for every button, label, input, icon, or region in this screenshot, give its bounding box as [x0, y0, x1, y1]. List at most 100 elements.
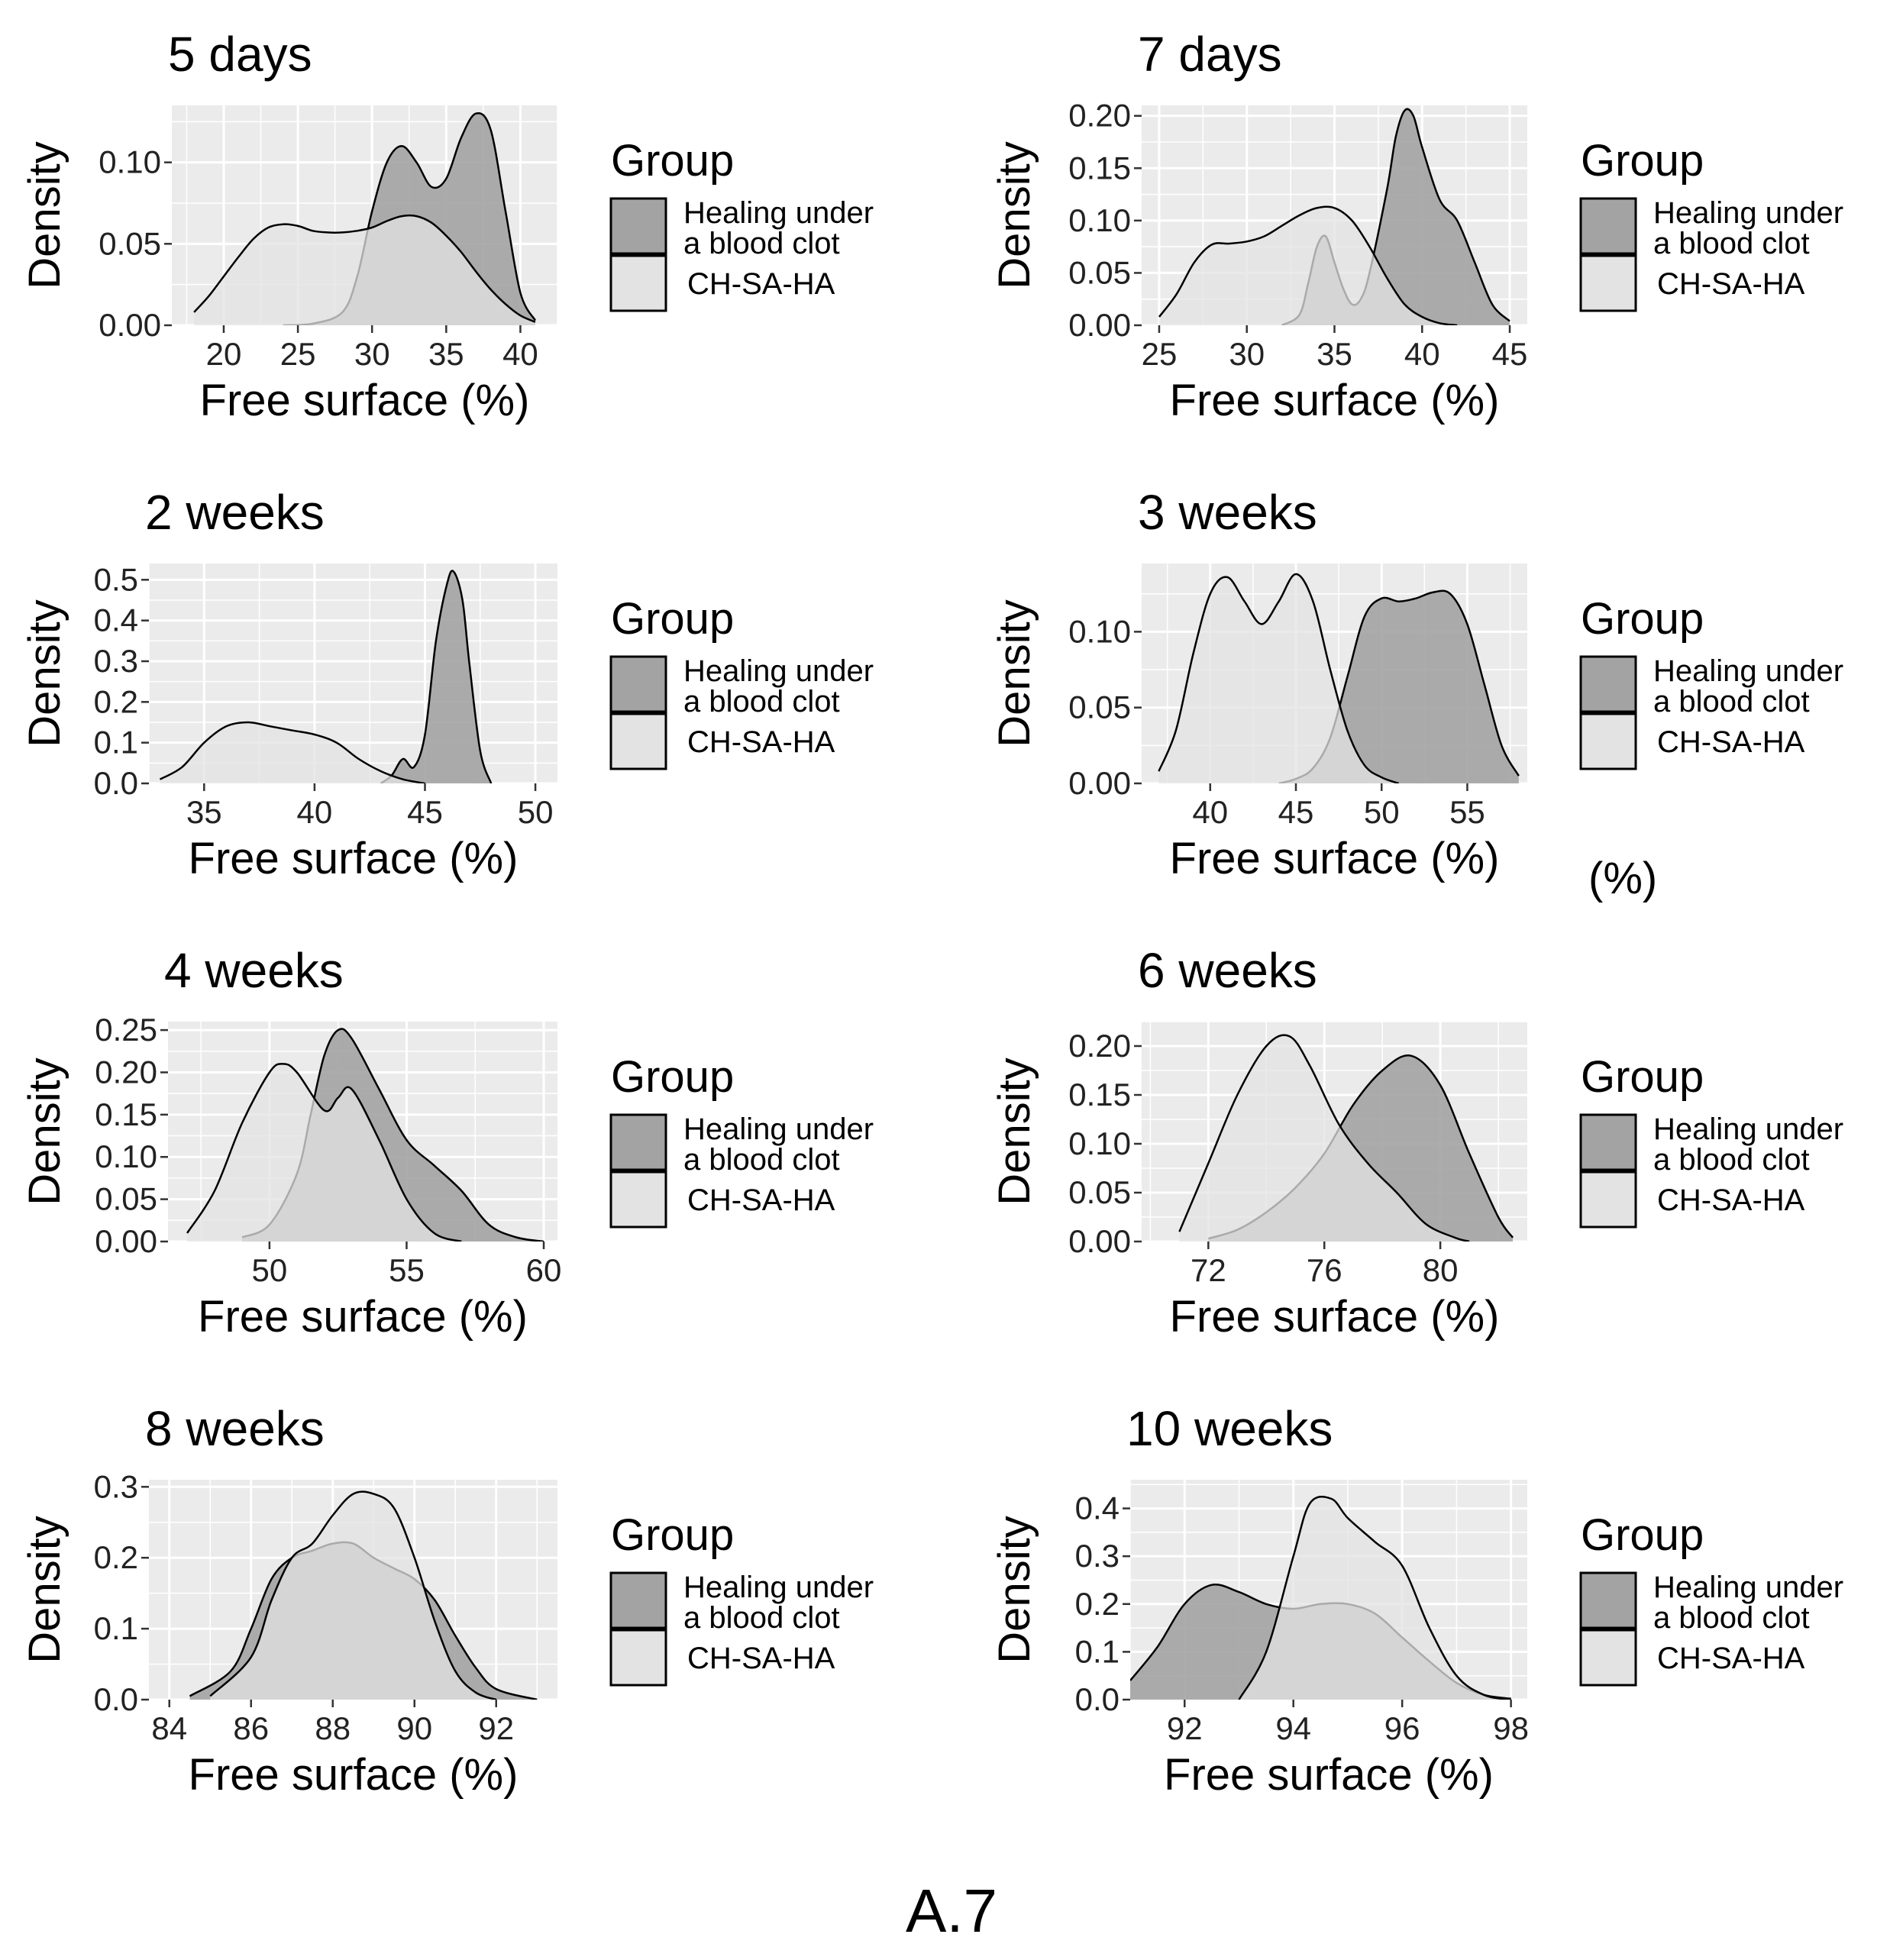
- x-tick-label: 30: [354, 336, 390, 372]
- x-tick-label: 35: [1317, 336, 1352, 372]
- y-tick-label: 0.10: [95, 1138, 157, 1174]
- panel-title: 2 weeks: [145, 485, 325, 540]
- y-tick-label: 0.3: [94, 1468, 138, 1504]
- legend-key: [609, 1171, 667, 1229]
- density-fill-ch-sa-ha: [210, 1491, 496, 1700]
- panel-2-weeks: 2 weeks 35 40 45 50 0.0 0.1 0.2 0.3 0.4 0.5 Free su…: [20, 485, 874, 883]
- legend-label: CH-SA-HA: [687, 1642, 835, 1675]
- legend-key: [609, 254, 667, 312]
- y-tick-label: 0.10: [99, 144, 161, 180]
- x-tick-label: 84: [151, 1710, 187, 1746]
- y-tick-label: 0.4: [1075, 1490, 1120, 1526]
- density-outline-ch-sa-ha: [159, 721, 425, 783]
- density-areas: [159, 570, 493, 783]
- density-outline-ch-sa-ha: [193, 214, 536, 323]
- panel-7-days: 7 days 25 30 35 40 45 0.00 0.05 0.10 0.15 0.20 Free…: [990, 27, 1843, 425]
- y-tick-label: 0.0: [1075, 1681, 1120, 1717]
- density-fill-ch-sa-ha: [194, 215, 535, 325]
- legend-key: [609, 712, 667, 770]
- x-axis-label: Free surface (%): [189, 1750, 519, 1800]
- x-axis-label: Free surface (%): [198, 1292, 528, 1342]
- panel-title: 4 weeks: [164, 943, 344, 998]
- density-fill-ch-sa-ha: [160, 722, 425, 783]
- y-tick-label: 0.10: [1068, 1125, 1131, 1161]
- x-tick-label: 92: [478, 1710, 514, 1746]
- y-axis-label: Density: [990, 1057, 1039, 1205]
- y-tick-label: 0.05: [99, 225, 161, 261]
- legend-key: [1579, 655, 1637, 713]
- legend-label: Healing under: [1653, 1571, 1843, 1604]
- x-tick-label: 76: [1307, 1252, 1342, 1288]
- x-axis-label: Free surface (%): [1170, 376, 1500, 425]
- x-tick-label: 60: [526, 1252, 562, 1288]
- x-tick-label: 80: [1423, 1252, 1459, 1288]
- legend-label: Healing under: [683, 1112, 874, 1146]
- density-fill-ch-sa-ha: [1159, 206, 1458, 325]
- density-areas: [1158, 108, 1510, 325]
- y-tick-label: 0.2: [94, 683, 138, 719]
- y-tick-label: 0.0: [94, 1681, 138, 1717]
- legend-label: CH-SA-HA: [1657, 1642, 1805, 1675]
- density-areas: [186, 1028, 544, 1242]
- legend-label: a blood clot: [1653, 1143, 1810, 1177]
- y-tick-label: 0.1: [1075, 1633, 1120, 1669]
- legend-title: Group: [611, 1510, 734, 1560]
- x-tick-label: 98: [1493, 1710, 1529, 1746]
- density-fill-blood-clot: [1281, 108, 1510, 325]
- x-tick-label: 55: [1449, 794, 1485, 830]
- y-tick-label: 0.0: [94, 765, 138, 801]
- y-axis-label: Density: [20, 141, 69, 289]
- y-tick-label: 0.20: [95, 1054, 157, 1090]
- x-tick-label: 50: [252, 1252, 288, 1288]
- legend-label: CH-SA-HA: [1657, 1183, 1805, 1217]
- density-areas: [1130, 1496, 1511, 1700]
- panel-title: 10 weeks: [1126, 1401, 1333, 1456]
- y-axis-label: Density: [990, 599, 1039, 747]
- y-axis-label: Density: [20, 599, 69, 747]
- x-tick-label: 25: [1142, 336, 1178, 372]
- x-tick-label: 55: [389, 1252, 425, 1288]
- y-axis-label: Density: [20, 1516, 69, 1663]
- y-tick-label: 0.2: [94, 1539, 138, 1575]
- density-fill-ch-sa-ha: [187, 1064, 462, 1242]
- x-tick-label: 45: [407, 794, 443, 830]
- x-axis-label: Free surface (%): [189, 834, 519, 883]
- y-tick-label: 0.1: [94, 725, 138, 760]
- y-axis-label: Density: [990, 1516, 1039, 1663]
- x-tick-label: 25: [280, 336, 316, 372]
- x-tick-label: 50: [518, 794, 554, 830]
- panel-4-weeks: 4 weeks 50 55 60 0.00 0.05 0.10 0.15 0.20 0.25 Fre…: [20, 943, 874, 1342]
- x-tick-label: 35: [186, 794, 222, 830]
- density-fill-blood-clot: [1208, 1055, 1513, 1242]
- x-tick-label: 40: [502, 336, 538, 372]
- legend-key: [609, 655, 667, 713]
- y-tick-label: 0.05: [95, 1181, 157, 1217]
- legend-title: Group: [611, 136, 734, 186]
- legend-key: [609, 1113, 667, 1171]
- legend-title: Group: [611, 1052, 734, 1102]
- legend-label: a blood clot: [1653, 685, 1810, 718]
- y-tick-label: 0.3: [1075, 1538, 1120, 1574]
- density-outline-ch-sa-ha: [1158, 573, 1400, 783]
- density-areas: [1158, 573, 1520, 783]
- density-outline-ch-sa-ha: [1238, 1496, 1511, 1700]
- y-tick-label: 0.05: [1068, 254, 1131, 290]
- x-tick-label: 45: [1278, 794, 1314, 830]
- panel-title: 8 weeks: [145, 1401, 325, 1456]
- legend-label: a blood clot: [1653, 227, 1810, 260]
- y-tick-label: 0.3: [94, 643, 138, 679]
- chart-panels: 5 days 20 25 30 35 40 0.00 0.05 0.10 Free surface…: [20, 27, 1843, 1800]
- legend-label: CH-SA-HA: [1657, 267, 1805, 301]
- panel-title: 7 days: [1138, 27, 1282, 82]
- legend-label: a blood clot: [1653, 1601, 1810, 1635]
- legend-key: [1579, 712, 1637, 770]
- x-tick-label: 90: [396, 1710, 432, 1746]
- panel-8-weeks: 8 weeks 84 86 88 90 92 0.0 0.1 0.2 0.3 Free surfac…: [20, 1401, 874, 1800]
- legend-label: CH-SA-HA: [687, 725, 835, 759]
- panel-6-weeks: 6 weeks 72 76 80 0.00 0.05 0.10 0.15 0.20 Free su…: [990, 943, 1843, 1342]
